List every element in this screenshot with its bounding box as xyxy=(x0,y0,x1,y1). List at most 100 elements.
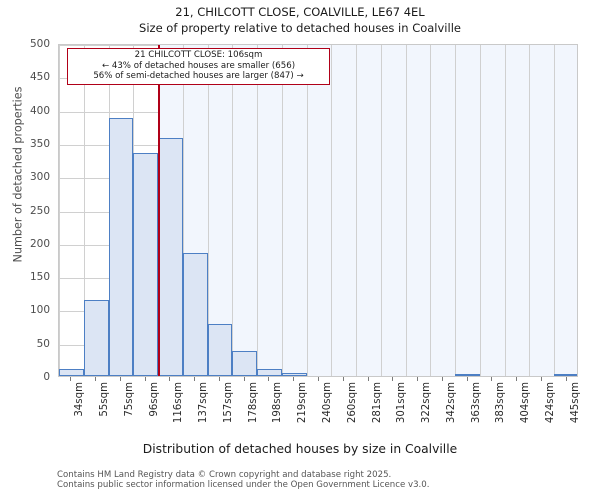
x-tick-mark xyxy=(218,377,220,381)
x-tick-mark xyxy=(95,377,97,381)
histogram-bar xyxy=(182,252,208,376)
x-tick-mark xyxy=(194,377,196,381)
x-tick-label: 383sqm xyxy=(495,382,507,424)
plot-inner xyxy=(59,45,577,376)
x-tick-mark xyxy=(169,377,171,381)
property-annotation-box: 21 CHILCOTT CLOSE: 106sqm ← 43% of detach… xyxy=(67,48,330,85)
gridline-vertical xyxy=(554,45,556,376)
histogram-bar xyxy=(554,374,577,376)
x-tick-label: 260sqm xyxy=(346,382,358,424)
x-axis-title: Distribution of detached houses by size … xyxy=(142,442,458,456)
histogram-bar xyxy=(257,368,282,376)
x-tick-label: 198sqm xyxy=(272,382,284,424)
x-tick-label: 116sqm xyxy=(173,382,185,424)
gridline-vertical xyxy=(83,45,85,376)
x-tick-label: 445sqm xyxy=(569,382,581,424)
gridline-vertical xyxy=(529,45,531,376)
gridline-vertical xyxy=(380,45,382,376)
gridline-vertical xyxy=(331,45,333,376)
gridline-vertical xyxy=(281,45,283,376)
y-tick-label: 150 xyxy=(29,271,50,284)
x-tick-label: 75sqm xyxy=(123,382,135,417)
histogram-bar xyxy=(83,300,109,376)
x-tick-mark xyxy=(342,377,344,381)
x-tick-label: 322sqm xyxy=(421,382,433,424)
x-tick-mark xyxy=(119,377,121,381)
x-tick-label: 424sqm xyxy=(544,382,556,424)
y-tick-label: 100 xyxy=(29,304,50,317)
y-tick-label: 300 xyxy=(29,171,50,184)
y-tick-label: 500 xyxy=(29,38,50,50)
gridline-vertical xyxy=(207,45,209,376)
plot-area xyxy=(58,44,578,377)
histogram-bar xyxy=(232,350,258,376)
gridline-vertical xyxy=(257,45,259,376)
footer-line-2: Contains public sector information licen… xyxy=(57,480,430,491)
y-axis-title: Number of detached properties xyxy=(11,86,25,263)
x-tick-label: 137sqm xyxy=(198,382,210,424)
gridline-vertical xyxy=(405,45,407,376)
x-tick-label: 96sqm xyxy=(148,382,160,417)
x-tick-mark xyxy=(293,377,295,381)
y-tick-label: 350 xyxy=(29,137,50,150)
x-tick-mark xyxy=(392,377,394,381)
histogram-bar xyxy=(133,152,159,376)
histogram-bar xyxy=(158,137,183,376)
title-block: 21, CHILCOTT CLOSE, COALVILLE, LE67 4EL … xyxy=(0,4,600,36)
x-tick-label: 240sqm xyxy=(322,382,333,424)
x-tick-mark xyxy=(243,377,245,381)
x-tick-mark xyxy=(367,377,369,381)
gridline-vertical xyxy=(356,45,358,376)
y-tick-label: 200 xyxy=(29,237,50,250)
x-tick-mark xyxy=(268,377,270,381)
x-tick-mark xyxy=(441,377,443,381)
gridline-vertical xyxy=(232,45,234,376)
gridline-vertical xyxy=(479,45,481,376)
gridline-vertical xyxy=(59,45,60,376)
histogram-bar xyxy=(207,324,233,376)
x-tick-mark xyxy=(417,377,419,381)
x-tick-mark xyxy=(516,377,518,381)
x-tick-label: 281sqm xyxy=(371,382,383,424)
page-title: 21, CHILCOTT CLOSE, COALVILLE, LE67 4EL xyxy=(175,5,425,19)
footer-line-1: Contains HM Land Registry data © Crown c… xyxy=(57,470,392,480)
histogram-bar xyxy=(108,117,134,376)
histogram-bar xyxy=(455,374,480,376)
y-tick-label: 50 xyxy=(36,337,50,350)
property-marker-line xyxy=(158,45,160,376)
x-tick-label: 404sqm xyxy=(520,382,532,424)
x-tick-mark xyxy=(565,377,567,381)
x-tick-mark xyxy=(491,377,493,381)
footer-attribution: Contains HM Land Registry data © Crown c… xyxy=(57,470,577,491)
page-subtitle: Size of property relative to detached ho… xyxy=(139,21,461,35)
annotation-line1: 21 CHILCOTT CLOSE: 106sqm xyxy=(134,50,263,60)
larger-region-shading xyxy=(158,45,577,376)
x-tick-mark xyxy=(70,377,72,381)
x-tick-label: 342sqm xyxy=(445,382,457,424)
x-tick-mark xyxy=(318,377,319,381)
gridline-vertical xyxy=(182,45,184,376)
y-tick-label: 450 xyxy=(29,71,50,84)
annotation-line2: ← 43% of detached houses are smaller (65… xyxy=(101,60,296,71)
y-tick-label: 250 xyxy=(29,204,50,217)
y-tick-label: 400 xyxy=(29,104,50,117)
gridline-vertical xyxy=(504,45,506,376)
gridline-vertical xyxy=(306,45,308,376)
x-tick-label: 178sqm xyxy=(247,382,259,424)
x-tick-label: 55sqm xyxy=(99,382,111,417)
y-tick-label: 0 xyxy=(43,371,50,383)
gridline-vertical xyxy=(430,45,432,376)
histogram-bar xyxy=(59,368,84,376)
histogram-bar xyxy=(281,372,307,376)
x-tick-label: 34sqm xyxy=(74,382,86,417)
x-tick-mark xyxy=(144,377,146,381)
x-tick-label: 363sqm xyxy=(470,382,482,424)
annotation-line3: 56% of semi-detached houses are larger (… xyxy=(93,71,304,82)
x-tick-mark xyxy=(540,377,542,381)
x-tick-label: 301sqm xyxy=(396,382,408,424)
x-tick-label: 157sqm xyxy=(222,382,234,424)
gridline-vertical xyxy=(455,45,457,376)
x-tick-mark xyxy=(466,377,468,381)
